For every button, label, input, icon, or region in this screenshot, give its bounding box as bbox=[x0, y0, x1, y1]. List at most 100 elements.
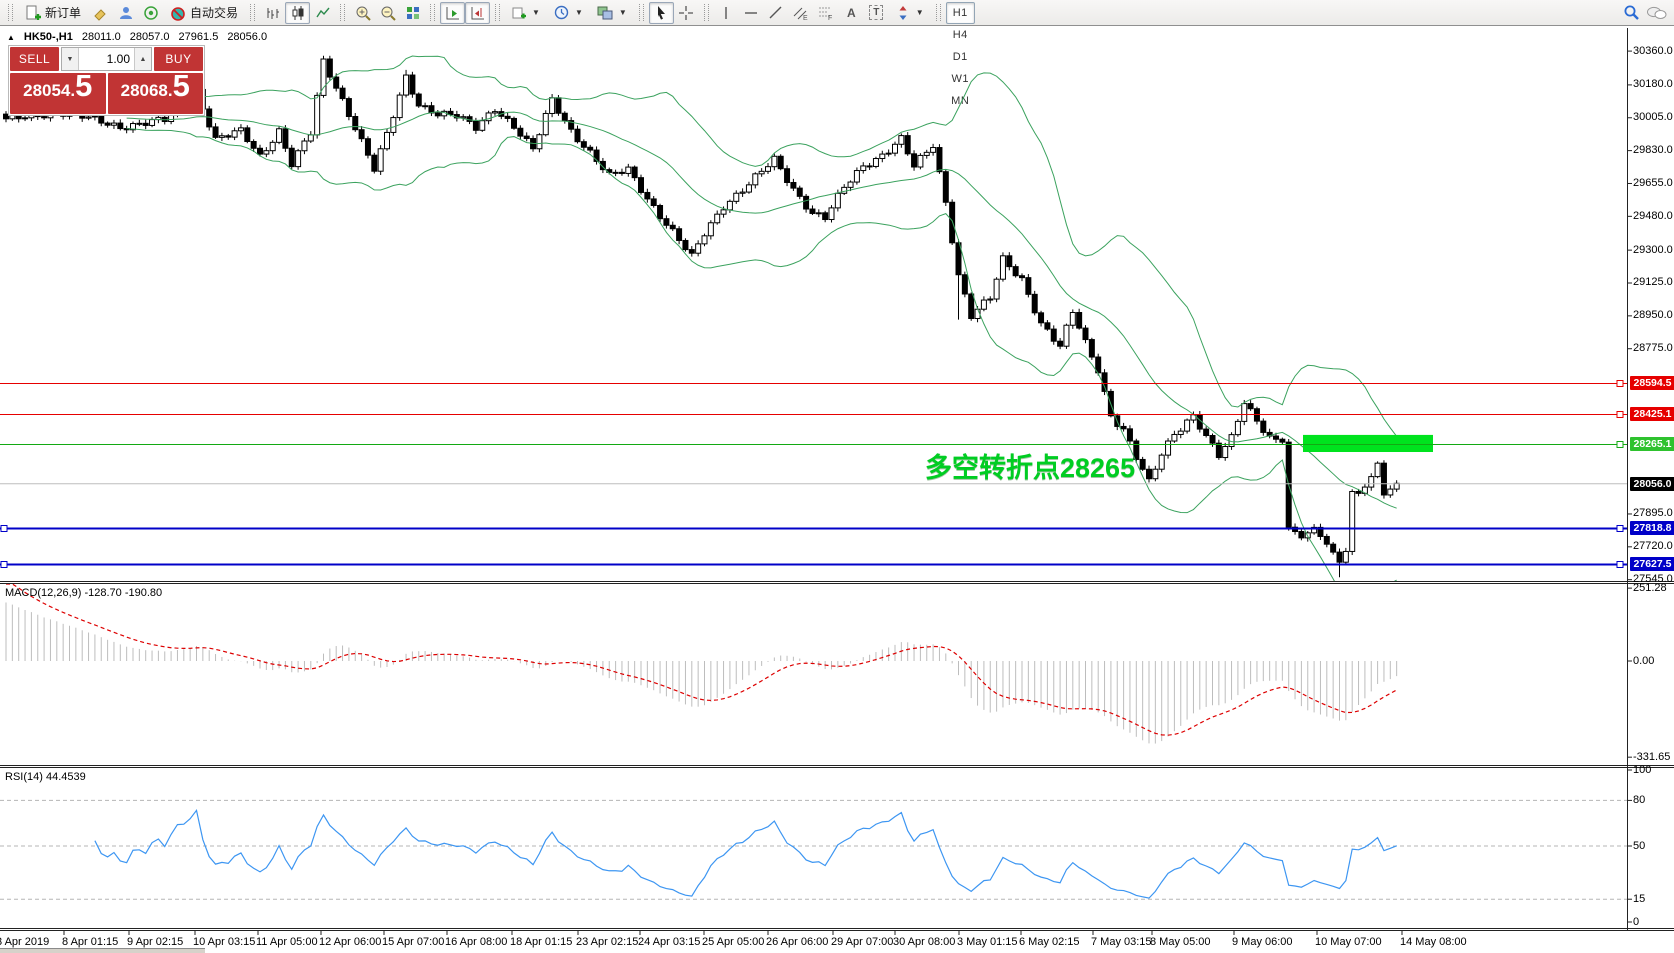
symbol-header: ▲ HK50-,H1 28011.0 28057.0 27961.5 28056… bbox=[7, 31, 267, 43]
crosshair-tool-button[interactable] bbox=[674, 2, 699, 24]
clock-icon bbox=[554, 5, 569, 20]
volume-input[interactable] bbox=[79, 48, 134, 70]
profile-button[interactable] bbox=[113, 2, 138, 24]
sell-price-pip: 5 bbox=[75, 68, 93, 103]
line-handle bbox=[1616, 525, 1624, 532]
auto-trading-label: 自动交易 bbox=[190, 6, 239, 20]
svg-text:F: F bbox=[828, 15, 832, 21]
period-button[interactable]: ▼ bbox=[547, 2, 590, 24]
line-handle bbox=[1616, 380, 1624, 387]
cursor-icon bbox=[658, 5, 666, 20]
zoom-in-button[interactable] bbox=[350, 2, 375, 24]
trendline-icon bbox=[769, 6, 782, 18]
text-tool[interactable]: A bbox=[839, 2, 864, 24]
collapse-panel-icon[interactable]: ▲ bbox=[7, 32, 15, 42]
caret-down-icon: ▼ bbox=[574, 8, 583, 17]
bar-chart-button[interactable] bbox=[260, 2, 285, 24]
line-chart-icon bbox=[315, 7, 330, 17]
sell-button[interactable]: SELL bbox=[10, 47, 59, 71]
macd-pane bbox=[5, 584, 1398, 744]
toolbar-grip bbox=[250, 4, 256, 21]
buy-price[interactable]: 28068. 5 bbox=[107, 70, 203, 114]
caret-down-icon: ▼ bbox=[618, 8, 627, 17]
chart-history-button[interactable] bbox=[88, 2, 113, 24]
channel-tool[interactable]: E bbox=[789, 2, 814, 24]
timeframe-d1[interactable]: D1 bbox=[952, 50, 968, 63]
level-lines[interactable] bbox=[0, 380, 1627, 568]
zoom-in-icon bbox=[356, 6, 371, 21]
caret-down-icon: ▼ bbox=[915, 8, 924, 17]
zoom-out-button[interactable] bbox=[375, 2, 400, 24]
sell-price-main: 28054 bbox=[23, 81, 71, 100]
timeframe-h4[interactable]: H4 bbox=[952, 28, 968, 41]
ohlc-low: 27961.5 bbox=[178, 31, 219, 43]
toolbar: 新订单 自动交易 bbox=[0, 0, 1674, 107]
horizontal-line-icon bbox=[745, 11, 758, 14]
signal-button[interactable] bbox=[138, 2, 163, 24]
line-handle bbox=[0, 561, 8, 568]
toolbar-grip bbox=[430, 4, 436, 21]
highlight-rectangle[interactable] bbox=[1303, 434, 1433, 452]
toolbar-grip bbox=[340, 4, 346, 21]
add-indicator-button[interactable]: ▼ bbox=[505, 2, 547, 24]
zoom-out-icon bbox=[381, 6, 396, 21]
chart-annotation-text: 多空转折点28265 bbox=[925, 453, 1136, 483]
pane-frame bbox=[0, 28, 1674, 935]
fibonacci-icon: F bbox=[819, 7, 833, 21]
rsi-pane bbox=[0, 799, 1627, 900]
profile-icon bbox=[119, 6, 132, 19]
svg-text:E: E bbox=[803, 15, 808, 21]
sell-price[interactable]: 28054. 5 bbox=[10, 68, 106, 114]
ohlc-close: 28056.0 bbox=[227, 31, 268, 43]
ohlc-high: 28057.0 bbox=[129, 31, 170, 43]
horizontal-line-tool[interactable] bbox=[739, 2, 764, 24]
template-icon bbox=[597, 6, 613, 20]
caret-down-icon: ▼ bbox=[532, 8, 540, 17]
tile-windows-button[interactable] bbox=[400, 2, 425, 24]
candlestick-chart-button[interactable] bbox=[285, 1, 311, 24]
timeframe-mn[interactable]: MN bbox=[951, 94, 970, 107]
auto-scroll-button[interactable] bbox=[440, 1, 466, 24]
candles bbox=[3, 55, 1400, 578]
auto-trading-button[interactable]: 自动交易 bbox=[163, 2, 245, 24]
trendline-tool[interactable] bbox=[764, 2, 789, 24]
chart-shift-icon bbox=[471, 6, 484, 19]
signal-icon bbox=[143, 5, 158, 20]
cursor-tool-button[interactable] bbox=[648, 1, 674, 24]
timeframe-h1[interactable]: H1 bbox=[945, 1, 975, 24]
text-tool-icon: A bbox=[846, 5, 856, 20]
line-chart-button[interactable] bbox=[310, 2, 335, 24]
arrows-tool[interactable]: ▼ bbox=[889, 2, 931, 24]
new-order-label: 新订单 bbox=[45, 6, 82, 20]
bollinger-bands bbox=[126, 55, 1398, 581]
auto-scroll-icon bbox=[446, 6, 459, 19]
vertical-line-icon bbox=[725, 6, 727, 19]
buy-price-dot: . bbox=[167, 81, 173, 100]
symbol-name: HK50-,H1 bbox=[23, 31, 73, 43]
line-handle bbox=[0, 525, 8, 532]
auto-trading-icon bbox=[171, 6, 185, 21]
toolbar-grip bbox=[8, 4, 13, 21]
horizontal-scrollbar-thumb[interactable] bbox=[0, 948, 205, 953]
vertical-line-tool[interactable] bbox=[714, 2, 739, 24]
buy-button[interactable]: BUY bbox=[154, 47, 203, 71]
volume-increase-button[interactable]: ▲ bbox=[134, 48, 151, 70]
volume-decrease-button[interactable]: ▼ bbox=[62, 48, 79, 70]
one-click-trading-panel: SELL ▼ ▲ BUY 28054.5 28068.5 bbox=[8, 45, 205, 116]
arrows-icon bbox=[899, 5, 907, 20]
label-tool-icon: T bbox=[869, 5, 884, 20]
label-tool[interactable]: T bbox=[864, 2, 889, 24]
template-button[interactable]: ▼ bbox=[590, 2, 634, 24]
crosshair-icon bbox=[679, 5, 694, 20]
chat-icon[interactable] bbox=[1646, 5, 1668, 21]
fibonacci-tool[interactable]: F bbox=[814, 2, 839, 24]
search-icon[interactable] bbox=[1623, 4, 1640, 21]
line-handle bbox=[1616, 441, 1624, 448]
toolbar-grip bbox=[703, 4, 709, 21]
new-order-button[interactable]: 新订单 bbox=[18, 2, 88, 24]
macd-signal-line bbox=[6, 584, 1397, 736]
chart-shift-button[interactable] bbox=[465, 1, 491, 24]
timeframe-w1[interactable]: W1 bbox=[951, 72, 969, 85]
